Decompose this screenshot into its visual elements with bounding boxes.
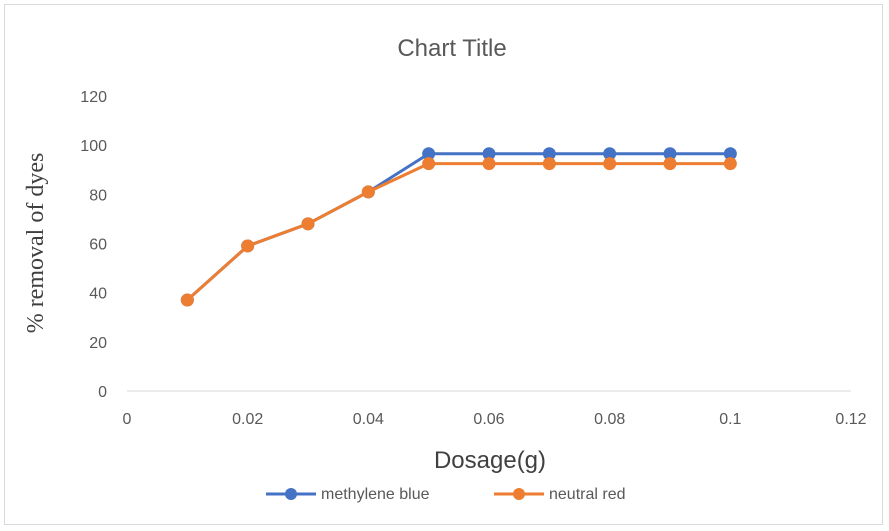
series-line bbox=[185, 152, 732, 302]
x-tick-label: 0.1 bbox=[719, 411, 741, 428]
data-point bbox=[603, 157, 617, 171]
series-2 bbox=[180, 157, 737, 307]
x-axis-ticks: 0 0.02 0.04 0.06 0.08 0.1 0.12 bbox=[123, 411, 867, 428]
data-point bbox=[361, 185, 375, 199]
data-point bbox=[603, 147, 617, 161]
data-point bbox=[482, 147, 496, 161]
y-tick-label: 100 bbox=[80, 138, 107, 155]
series-1 bbox=[180, 147, 737, 307]
data-point bbox=[422, 157, 436, 171]
chart-frame bbox=[4, 4, 883, 525]
x-tick-label: 0.04 bbox=[353, 411, 384, 428]
legend-item: neutral red bbox=[494, 486, 626, 503]
data-point bbox=[723, 147, 737, 161]
data-point bbox=[542, 147, 556, 161]
x-axis-label: Dosage(g) bbox=[434, 447, 546, 474]
y-axis-label: % removal of dyes bbox=[23, 153, 49, 334]
data-point bbox=[723, 157, 737, 171]
y-tick-label: 20 bbox=[89, 335, 107, 352]
data-point bbox=[663, 147, 677, 161]
data-point bbox=[663, 157, 677, 171]
y-axis-ticks: 0 20 40 60 80 100 120 bbox=[80, 89, 107, 401]
series-group bbox=[180, 147, 737, 307]
data-point bbox=[422, 147, 436, 161]
legend-marker bbox=[513, 488, 525, 500]
chart-title: Chart Title bbox=[397, 35, 506, 62]
legend-marker bbox=[285, 488, 297, 500]
y-tick-label: 120 bbox=[80, 89, 107, 106]
series-line bbox=[185, 162, 732, 302]
x-tick-label: 0.08 bbox=[594, 411, 625, 428]
legend: methylene blue neutral red bbox=[266, 486, 626, 503]
x-tick-label: 0 bbox=[123, 411, 132, 428]
y-tick-label: 40 bbox=[89, 286, 107, 303]
x-tick-label: 0.06 bbox=[473, 411, 504, 428]
x-tick-label: 0.02 bbox=[232, 411, 263, 428]
y-tick-label: 80 bbox=[89, 187, 107, 204]
data-point bbox=[241, 239, 255, 253]
y-tick-label: 0 bbox=[98, 384, 107, 401]
legend-item: methylene blue bbox=[266, 486, 430, 503]
x-tick-label: 0.12 bbox=[835, 411, 866, 428]
data-point bbox=[542, 157, 556, 171]
data-point bbox=[301, 217, 315, 231]
data-point bbox=[180, 293, 194, 307]
y-tick-label: 60 bbox=[89, 237, 107, 254]
legend-label: neutral red bbox=[549, 486, 626, 503]
legend-label: methylene blue bbox=[321, 486, 430, 503]
data-point bbox=[482, 157, 496, 171]
